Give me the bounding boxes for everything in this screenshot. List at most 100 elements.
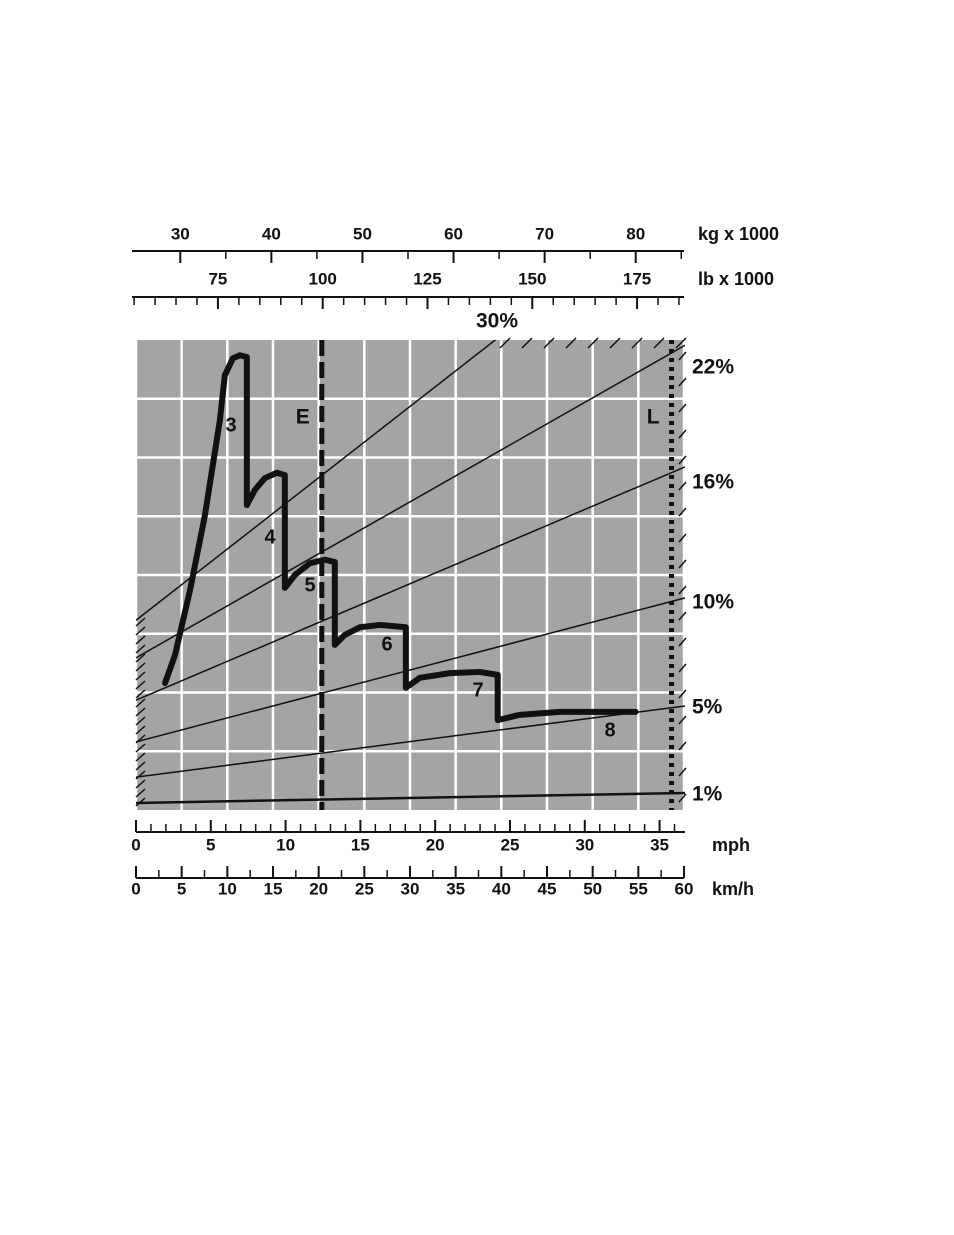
- hatch: [135, 752, 146, 762]
- gear-label: 7: [472, 679, 483, 701]
- hatch: [678, 793, 687, 803]
- tick-label: 5: [177, 879, 186, 898]
- hatch: [135, 617, 146, 627]
- hatch: [678, 351, 687, 361]
- tick-label: 50: [353, 224, 372, 243]
- hatch: [135, 788, 146, 798]
- tick-label: 30: [401, 879, 420, 898]
- grade-line: [136, 466, 685, 701]
- hatch: [675, 337, 687, 349]
- grade-line: [136, 705, 685, 778]
- tick-label: 40: [492, 879, 511, 898]
- grade-line: [136, 340, 497, 621]
- grade-line: [136, 597, 685, 743]
- hatch: [678, 663, 687, 673]
- hatch: [135, 635, 146, 645]
- hatch: [678, 715, 687, 725]
- hatch: [543, 337, 555, 349]
- hatch: [521, 337, 533, 349]
- hatch: [135, 698, 146, 708]
- tick-label: 20: [426, 835, 445, 854]
- hatch: [678, 585, 687, 595]
- hatch: [135, 725, 146, 735]
- hatch: [565, 337, 577, 349]
- hatch: [678, 637, 687, 647]
- gear-label: 3: [225, 414, 236, 436]
- hatch: [678, 481, 687, 491]
- hatch: [678, 611, 687, 621]
- tick-label: 15: [351, 835, 370, 854]
- tick-label: 30: [575, 835, 594, 854]
- tick-label: 20: [309, 879, 328, 898]
- tick-label: 70: [535, 224, 554, 243]
- hatch: [135, 626, 146, 636]
- tick-label: 35: [650, 835, 669, 854]
- tick-label: 60: [675, 879, 694, 898]
- grade-label: 1%: [692, 783, 723, 806]
- gear-curve: [162, 352, 639, 724]
- hatch: [678, 507, 687, 517]
- hatch: [135, 734, 146, 744]
- tick-label: 60: [444, 224, 463, 243]
- tick-label: 10: [218, 879, 237, 898]
- hatch: [678, 403, 687, 413]
- tick-label: 55: [629, 879, 648, 898]
- hatch: [678, 533, 687, 543]
- tick-label: 10: [276, 835, 295, 854]
- hatch: [678, 559, 687, 569]
- tick-label: 30: [171, 224, 190, 243]
- hatch: [135, 680, 146, 690]
- hatch: [499, 337, 511, 349]
- grade-label: 5%: [692, 696, 723, 719]
- hatch: [135, 779, 146, 789]
- grade-label: 30%: [476, 310, 518, 333]
- hatch: [678, 429, 687, 439]
- tick-label: 25: [355, 879, 374, 898]
- gear-label: 4: [264, 526, 276, 548]
- grade-label: 22%: [692, 356, 734, 379]
- hatch: [135, 743, 146, 753]
- tick-label: 40: [262, 224, 281, 243]
- hatch: [135, 707, 146, 717]
- hatch: [135, 761, 146, 771]
- tick-label: 25: [501, 835, 520, 854]
- plot-area: [136, 340, 685, 810]
- tick-label: 50: [583, 879, 602, 898]
- gear-label: 6: [381, 633, 392, 655]
- tick-label: 175: [623, 269, 651, 288]
- tick-label: 35: [446, 879, 465, 898]
- tick-label: 5: [206, 835, 215, 854]
- hatch: [678, 741, 687, 751]
- grade-label: 10%: [692, 591, 734, 614]
- limit-label: L: [647, 406, 660, 429]
- axis-unit: lb x 1000: [698, 269, 774, 289]
- axis-unit: km/h: [712, 879, 754, 899]
- hatch: [678, 767, 687, 777]
- axis-unit: kg x 1000: [698, 224, 779, 244]
- tick-label: 0: [131, 835, 140, 854]
- tick-label: 100: [309, 269, 337, 288]
- tick-label: 150: [518, 269, 546, 288]
- gear-label: 5: [304, 574, 315, 596]
- grade-line: [136, 791, 685, 805]
- axis-unit: mph: [712, 835, 750, 855]
- hatch: [135, 689, 146, 699]
- hatch: [135, 797, 146, 807]
- hatch: [678, 377, 687, 387]
- tick-label: 0: [131, 879, 140, 898]
- hatch: [631, 337, 643, 349]
- hatch: [135, 644, 146, 654]
- hatch: [587, 337, 599, 349]
- hatch: [135, 716, 146, 726]
- hatch: [135, 653, 146, 663]
- gear-label: 8: [604, 719, 615, 741]
- hatch: [135, 770, 146, 780]
- tick-label: 125: [413, 269, 441, 288]
- hatch: [678, 689, 687, 699]
- hatch: [609, 337, 621, 349]
- tick-label: 75: [208, 269, 227, 288]
- tick-label: 45: [538, 879, 557, 898]
- limit-label: E: [296, 406, 310, 429]
- hatch: [135, 671, 146, 681]
